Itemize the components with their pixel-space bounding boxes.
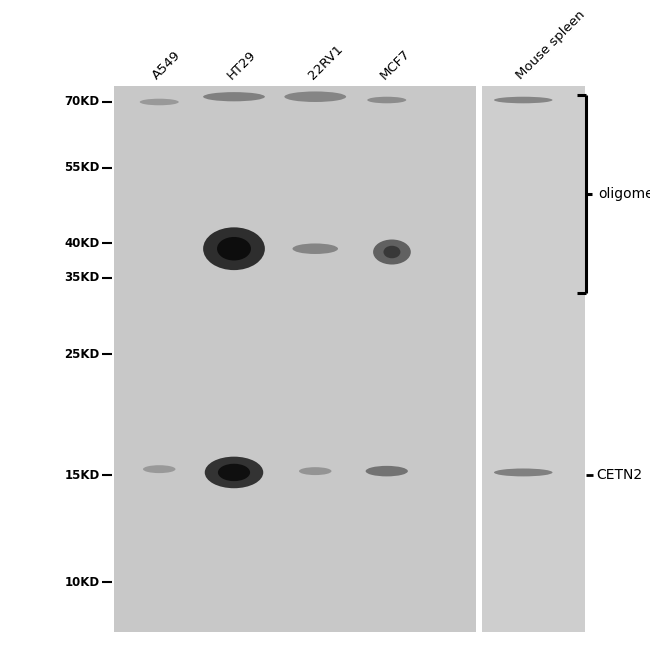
Ellipse shape xyxy=(367,97,406,103)
Text: 35KD: 35KD xyxy=(64,271,99,284)
Ellipse shape xyxy=(217,237,251,261)
Text: 40KD: 40KD xyxy=(64,237,99,250)
Text: oligomer(?): oligomer(?) xyxy=(598,187,650,201)
Bar xyxy=(476,86,482,632)
Ellipse shape xyxy=(384,246,400,258)
Ellipse shape xyxy=(494,97,552,103)
Ellipse shape xyxy=(292,243,338,254)
Text: A549: A549 xyxy=(150,49,183,82)
Text: HT29: HT29 xyxy=(225,49,259,82)
Ellipse shape xyxy=(203,92,265,101)
Ellipse shape xyxy=(365,466,408,476)
Text: 70KD: 70KD xyxy=(64,95,99,109)
Text: CETN2: CETN2 xyxy=(596,468,642,482)
Text: 25KD: 25KD xyxy=(64,347,99,361)
Text: Mouse spleen: Mouse spleen xyxy=(514,9,588,82)
Bar xyxy=(114,86,476,632)
Ellipse shape xyxy=(140,99,179,105)
Ellipse shape xyxy=(143,465,176,473)
Text: 22RV1: 22RV1 xyxy=(306,43,346,82)
Ellipse shape xyxy=(203,228,265,270)
Ellipse shape xyxy=(218,464,250,481)
Ellipse shape xyxy=(205,457,263,488)
Ellipse shape xyxy=(494,468,552,476)
Text: 55KD: 55KD xyxy=(64,161,99,174)
Text: 15KD: 15KD xyxy=(64,468,99,482)
Ellipse shape xyxy=(299,467,332,475)
Text: MCF7: MCF7 xyxy=(378,47,413,82)
Text: 10KD: 10KD xyxy=(64,576,99,589)
Ellipse shape xyxy=(285,91,346,102)
Ellipse shape xyxy=(373,240,411,265)
Bar xyxy=(482,86,585,632)
